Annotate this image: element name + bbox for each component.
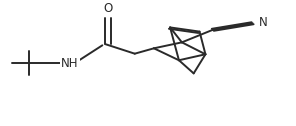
Text: O: O — [104, 3, 113, 15]
Text: N: N — [258, 15, 267, 29]
Text: NH: NH — [61, 57, 79, 70]
